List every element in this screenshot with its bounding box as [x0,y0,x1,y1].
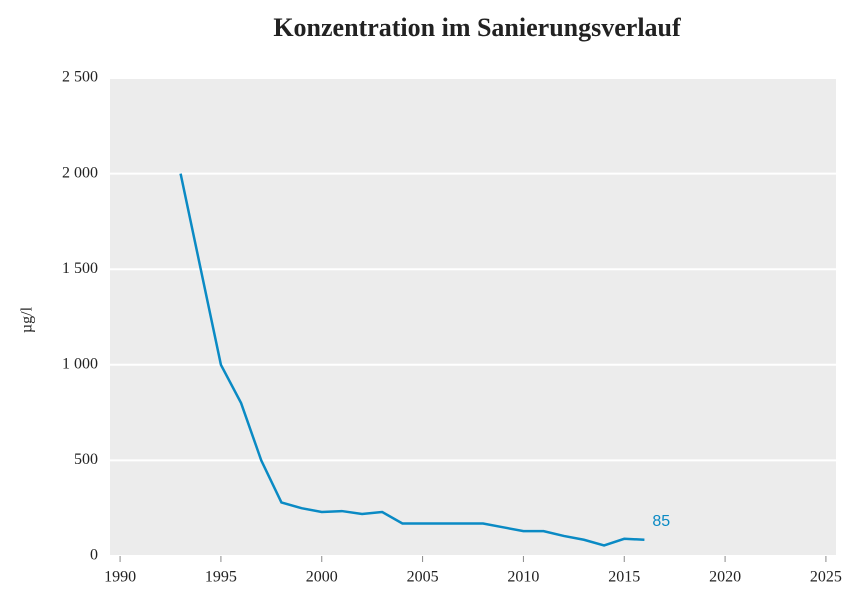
line [179,173,645,547]
x-tick-label: 1990 [104,569,136,586]
x-tick-label: 2020 [709,569,741,586]
y-tick-label: 1 000 [62,355,98,372]
x-tick-label: 2010 [507,569,539,586]
x-tick-label: 1995 [205,569,237,586]
y-axis-label: µg/l [19,306,36,333]
x-tick-label: 2005 [407,569,439,586]
chart-title: Konzentration im Sanierungsverlauf [273,13,681,42]
end-value-label: 85 [652,513,670,530]
x-tick-label: 2025 [810,569,842,586]
y-tick-label: 500 [74,451,98,468]
y-tick-label: 2 000 [62,164,98,181]
y-tick-label: 2 500 [62,69,98,86]
x-tick-label: 2015 [608,569,640,586]
y-tick-label: 1 500 [62,260,98,277]
plot-area [110,78,836,556]
y-tick-label: 0 [90,547,98,564]
x-tick-label: 2000 [306,569,338,586]
